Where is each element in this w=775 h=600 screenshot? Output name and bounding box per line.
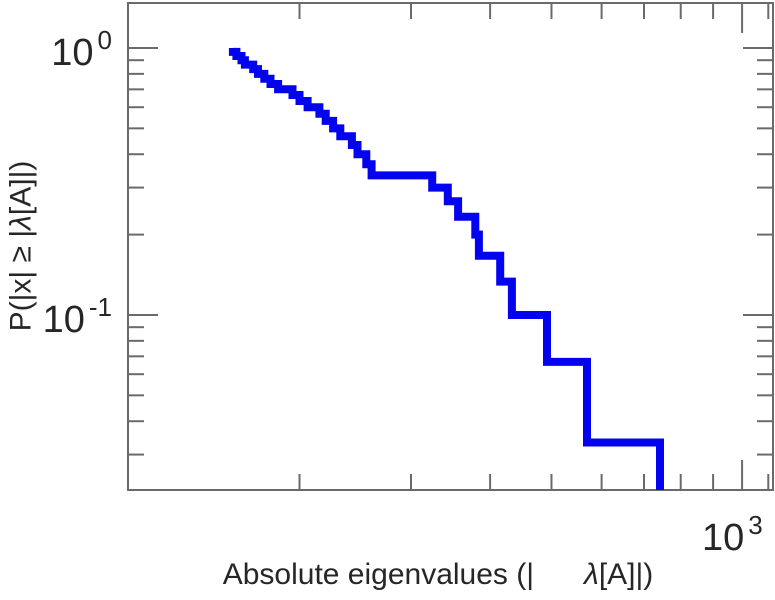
axis-ticks — [128, 3, 773, 490]
x-tick-label-1e3: 10 3 — [702, 512, 763, 557]
x-axis-label: Absolute eigenvalues (| λ[A]|) — [223, 558, 654, 591]
y-axis-label-prefix: P(|x| ≥ | — [4, 229, 38, 332]
x-tick-1e3-base: 10 — [702, 517, 745, 559]
y-tick-1e0-base: 10 — [51, 32, 94, 74]
y-tick-1e-1-base: 10 — [42, 299, 85, 341]
plot-frame — [127, 2, 774, 491]
x-axis-label-prefix: Absolute eigenvalues (| — [222, 558, 535, 591]
y-tick-1e-1-exponent: -1 — [88, 292, 112, 322]
y-axis-label: P(|x| ≥ |λ[A]|) — [5, 161, 38, 332]
y-axis-label-lambda: λ — [4, 215, 38, 230]
x-tick-1e3-exponent: 3 — [748, 510, 763, 540]
y-axis-label-suffix: [A]|) — [4, 160, 38, 216]
ccdf-step-curve — [228, 47, 664, 490]
y-tick-label-1e0: 10 0 — [18, 27, 112, 72]
y-tick-label-1e-1: 10 -1 — [18, 294, 112, 339]
y-tick-1e0-exponent: 0 — [97, 25, 112, 55]
x-axis-label-suffix: [A]|) — [598, 558, 654, 591]
x-axis-label-lambda: λ — [584, 558, 599, 591]
